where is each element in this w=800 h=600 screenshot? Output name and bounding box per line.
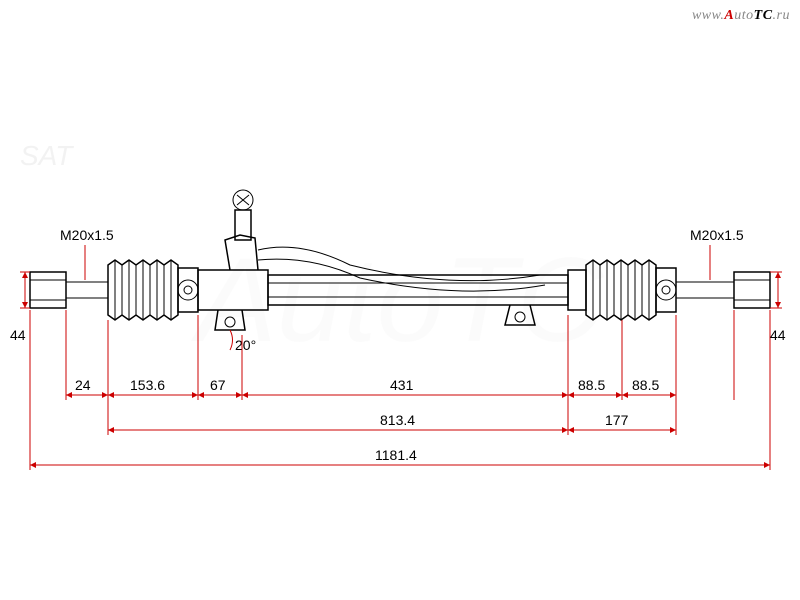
dim-seg4: 431 bbox=[390, 377, 414, 393]
angle-label: 20° bbox=[235, 337, 256, 353]
thread-label-left: M20x1.5 bbox=[60, 227, 114, 243]
dim-inner-right: 177 bbox=[605, 412, 629, 428]
dim-seg3: 67 bbox=[210, 377, 226, 393]
boot-left bbox=[108, 260, 178, 320]
dim-mid-total: 813.4 bbox=[380, 412, 415, 428]
thread-label-right: M20x1.5 bbox=[690, 227, 744, 243]
dim-seg5: 88.5 bbox=[578, 377, 605, 393]
dim-height-left: 44 bbox=[10, 327, 26, 343]
dim-seg2: 153.6 bbox=[130, 377, 165, 393]
mount-right bbox=[505, 305, 535, 325]
pinion-housing bbox=[198, 190, 545, 330]
dim-height-right: 44 bbox=[770, 327, 786, 343]
boot-right bbox=[586, 260, 656, 320]
dim-seg6: 88.5 bbox=[632, 377, 659, 393]
technical-drawing: M20x1.5 M20x1.5 20° 44 44 24 153.6 67 43… bbox=[0, 0, 800, 600]
dim-overall: 1181.4 bbox=[375, 447, 417, 463]
dim-seg1: 24 bbox=[75, 377, 91, 393]
